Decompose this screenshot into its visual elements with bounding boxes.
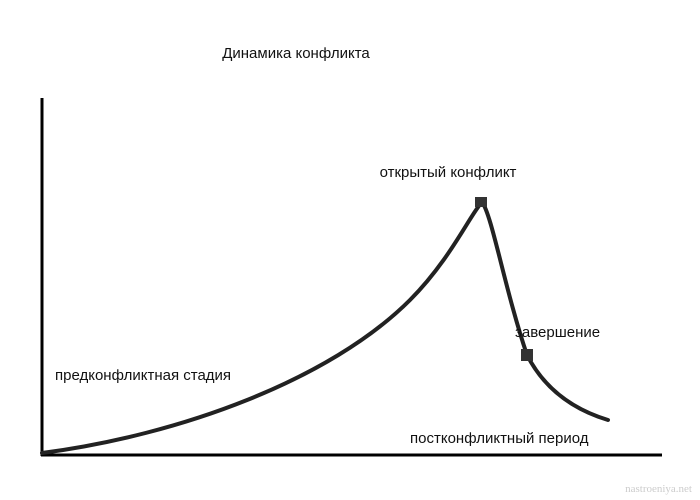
peak-label: открытый конфликт xyxy=(380,164,517,181)
conflict-curve xyxy=(40,198,610,455)
ending-label: завершение xyxy=(515,324,600,341)
ending-marker xyxy=(521,349,533,361)
peak-marker xyxy=(475,197,487,207)
post-label: постконфликтный период xyxy=(410,430,589,447)
pre-label: предконфликтная стадия xyxy=(55,367,231,384)
watermark: nastroeniya.net xyxy=(625,483,692,495)
title: Динамика конфликта xyxy=(222,45,370,62)
